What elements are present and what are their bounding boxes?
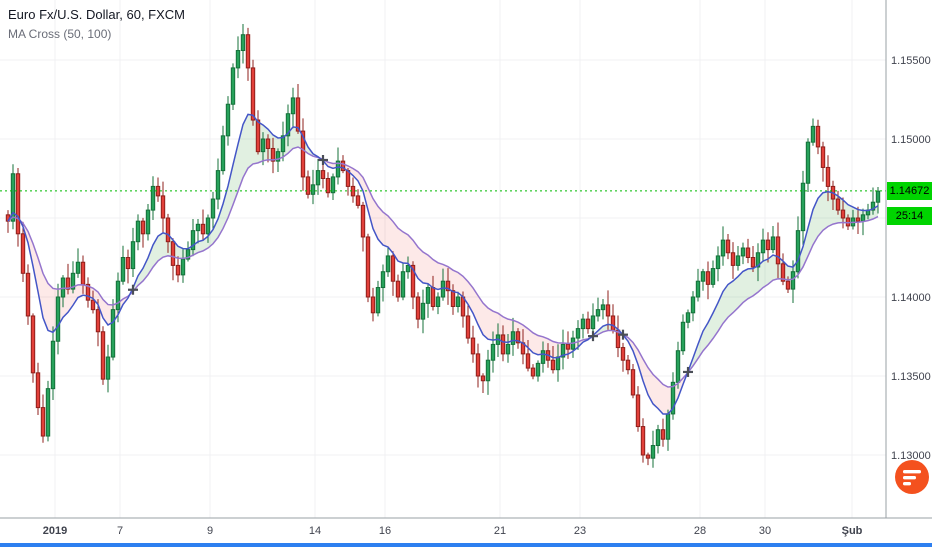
bottom-toolbar-strip	[0, 543, 932, 547]
time-tick-label: 23	[574, 525, 586, 537]
price-axis-labels[interactable]: 1.155001.150001.145001.140001.135001.130…	[891, 55, 931, 462]
ma-fast-line	[7, 113, 879, 415]
price-tick-label: 1.13500	[891, 371, 931, 383]
price-tick-label: 1.13000	[891, 450, 931, 462]
ma-slow-line	[7, 146, 879, 388]
tradingview-logo[interactable]	[894, 459, 930, 495]
price-tick-label: 1.15000	[891, 134, 931, 146]
time-tick-label: 28	[694, 525, 706, 537]
axis-lines	[0, 0, 932, 519]
ma-fill-layer	[8, 114, 878, 415]
time-tick-label: 16	[379, 525, 391, 537]
chart-legend: Euro Fx/U.S. Dollar, 60, FXCM MA Cross (…	[8, 8, 185, 40]
time-tick-label: 21	[494, 525, 506, 537]
logo-bars-icon	[903, 470, 921, 486]
grid-layer	[0, 0, 886, 518]
ma-lines-layer	[7, 113, 879, 415]
last-price-label: 1.14672	[887, 181, 932, 200]
price-tick-label: 1.14000	[891, 292, 931, 304]
time-tick-label: 14	[309, 525, 321, 537]
symbol-title[interactable]: Euro Fx/U.S. Dollar, 60, FXCM	[8, 7, 185, 22]
time-tick-label: 30	[759, 525, 771, 537]
time-tick-label: 9	[207, 525, 213, 537]
time-tick-label: 2019	[43, 525, 67, 537]
indicator-label[interactable]: MA Cross (50, 100)	[8, 27, 112, 41]
bar-countdown-label: 25:14	[887, 206, 932, 225]
time-tick-label: Şub	[842, 525, 863, 537]
crossover-markers	[128, 154, 693, 377]
time-axis-labels[interactable]: 2019 7 9 14 16 21 23 28 30 Şub	[43, 525, 863, 537]
time-tick-label: 7	[117, 525, 123, 537]
price-tick-label: 1.15500	[891, 55, 931, 67]
candles-layer	[5, 23, 881, 468]
